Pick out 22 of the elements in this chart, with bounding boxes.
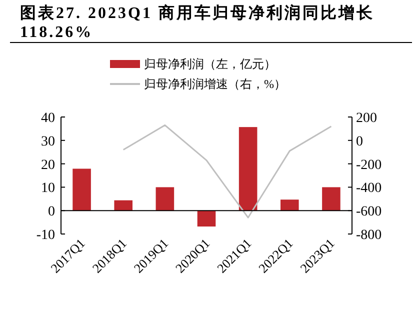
y-tick-label: 40 — [41, 111, 55, 126]
bar — [280, 200, 299, 211]
y2-tick-label: -800 — [356, 228, 382, 243]
y2-tick-label: -400 — [356, 181, 382, 196]
legend-label: 归母净利润增速（右，%） — [144, 76, 286, 92]
bar — [156, 187, 174, 211]
y-tick-label: 30 — [41, 134, 55, 150]
bar — [197, 210, 216, 227]
y-tick-label: 10 — [41, 181, 55, 196]
y-tick-label: 20 — [41, 158, 55, 173]
legend-label: 归母净利润（左，亿元） — [144, 56, 276, 72]
title: 图表27. 2023Q1 商用车归母净利润同比增长118.26% — [20, 4, 376, 42]
y-tick-label: 0 — [48, 204, 55, 220]
bar — [322, 187, 340, 211]
bar — [238, 127, 258, 211]
y2-tick-label: -200 — [356, 158, 382, 173]
bar — [114, 200, 132, 211]
bar — [72, 168, 91, 211]
y2-tick-label: 0 — [356, 134, 363, 150]
y2-tick-label: -600 — [356, 204, 382, 220]
y-tick-label: -10 — [36, 228, 55, 243]
y2-tick-label: 200 — [356, 111, 377, 126]
